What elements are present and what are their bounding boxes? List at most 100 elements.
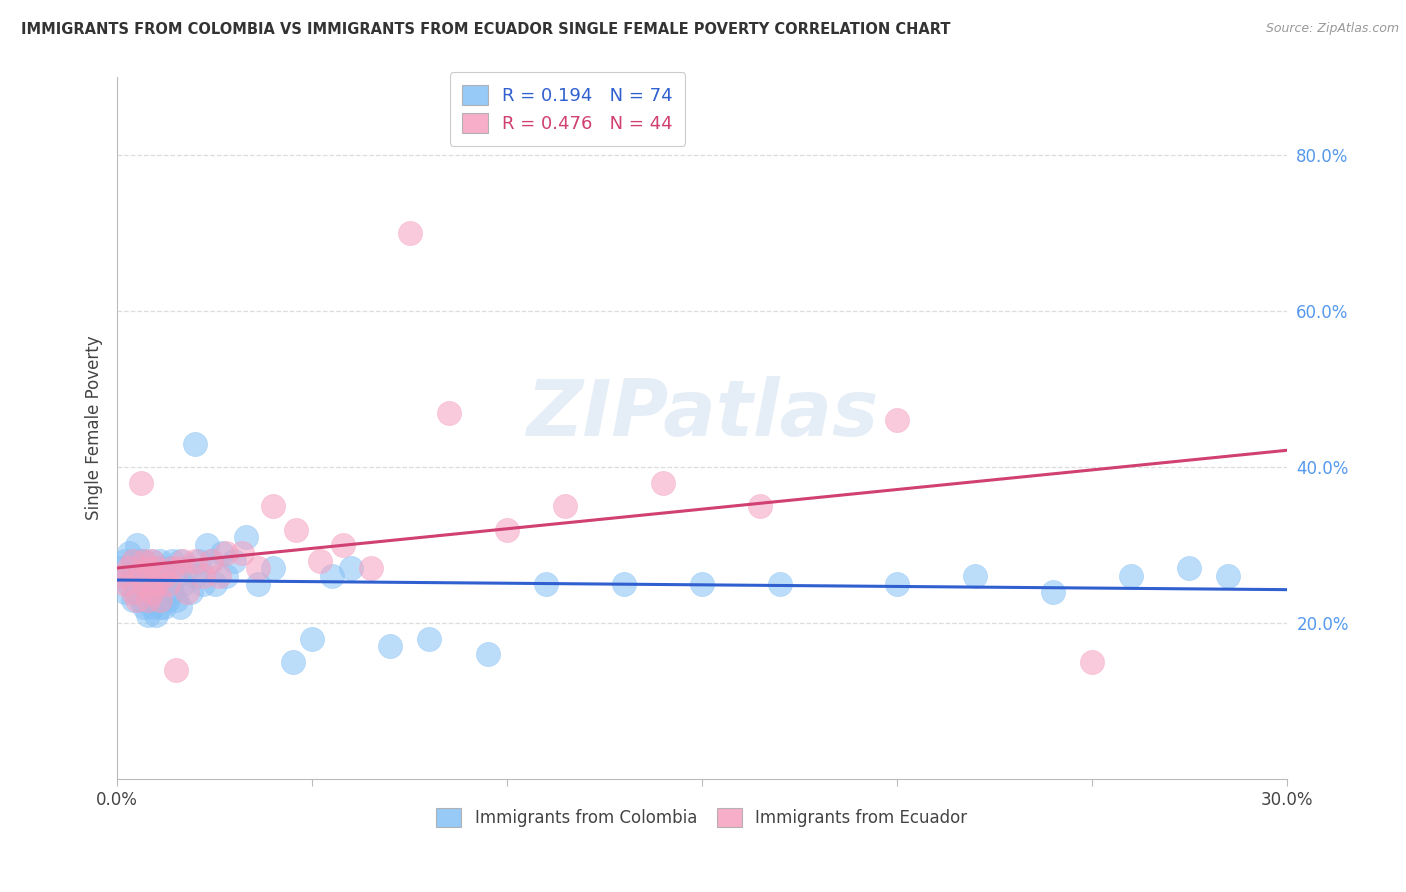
Point bbox=[138, 585, 160, 599]
Point bbox=[125, 577, 148, 591]
Point bbox=[134, 554, 156, 568]
Point bbox=[215, 546, 238, 560]
Point bbox=[134, 577, 156, 591]
Point bbox=[129, 569, 152, 583]
Point bbox=[141, 577, 163, 591]
Point bbox=[360, 561, 382, 575]
Point bbox=[963, 569, 986, 583]
Point bbox=[149, 592, 172, 607]
Text: IMMIGRANTS FROM COLOMBIA VS IMMIGRANTS FROM ECUADOR SINGLE FEMALE POVERTY CORREL: IMMIGRANTS FROM COLOMBIA VS IMMIGRANTS F… bbox=[21, 22, 950, 37]
Point bbox=[340, 561, 363, 575]
Point bbox=[246, 561, 269, 575]
Point bbox=[301, 632, 323, 646]
Point bbox=[651, 475, 673, 490]
Point bbox=[195, 538, 218, 552]
Point bbox=[165, 592, 187, 607]
Point bbox=[121, 592, 143, 607]
Point bbox=[114, 585, 136, 599]
Point bbox=[215, 569, 238, 583]
Point bbox=[246, 577, 269, 591]
Point bbox=[141, 554, 163, 568]
Point bbox=[281, 655, 304, 669]
Point bbox=[886, 577, 908, 591]
Legend: Immigrants from Colombia, Immigrants from Ecuador: Immigrants from Colombia, Immigrants fro… bbox=[430, 802, 974, 834]
Point bbox=[211, 546, 233, 560]
Point bbox=[1119, 569, 1142, 583]
Point bbox=[145, 585, 167, 599]
Point bbox=[207, 569, 229, 583]
Point bbox=[172, 577, 194, 591]
Text: ZIPatlas: ZIPatlas bbox=[526, 376, 877, 452]
Point bbox=[160, 554, 183, 568]
Point bbox=[224, 554, 246, 568]
Y-axis label: Single Female Poverty: Single Female Poverty bbox=[86, 336, 103, 521]
Point bbox=[121, 554, 143, 568]
Point bbox=[149, 577, 172, 591]
Point bbox=[176, 561, 198, 575]
Point bbox=[121, 554, 143, 568]
Text: Source: ZipAtlas.com: Source: ZipAtlas.com bbox=[1265, 22, 1399, 36]
Point bbox=[437, 406, 460, 420]
Point bbox=[309, 554, 332, 568]
Point bbox=[200, 554, 222, 568]
Point bbox=[534, 577, 557, 591]
Point bbox=[172, 554, 194, 568]
Point bbox=[141, 600, 163, 615]
Point bbox=[332, 538, 354, 552]
Point bbox=[1080, 655, 1102, 669]
Point bbox=[129, 592, 152, 607]
Point bbox=[125, 561, 148, 575]
Point bbox=[191, 577, 214, 591]
Point bbox=[235, 530, 257, 544]
Point bbox=[129, 569, 152, 583]
Point bbox=[886, 413, 908, 427]
Point bbox=[129, 554, 152, 568]
Point bbox=[169, 554, 191, 568]
Point bbox=[160, 561, 183, 575]
Point bbox=[110, 561, 132, 575]
Point bbox=[262, 561, 284, 575]
Point bbox=[114, 577, 136, 591]
Point bbox=[134, 554, 156, 568]
Point bbox=[165, 663, 187, 677]
Point bbox=[125, 592, 148, 607]
Point bbox=[418, 632, 440, 646]
Point bbox=[378, 640, 401, 654]
Point bbox=[180, 585, 202, 599]
Point bbox=[134, 577, 156, 591]
Point bbox=[145, 561, 167, 575]
Point bbox=[149, 600, 172, 615]
Point bbox=[613, 577, 636, 591]
Point bbox=[156, 561, 179, 575]
Point bbox=[118, 561, 141, 575]
Point bbox=[169, 561, 191, 575]
Point bbox=[129, 475, 152, 490]
Point bbox=[110, 569, 132, 583]
Point bbox=[153, 569, 176, 583]
Point bbox=[118, 546, 141, 560]
Point bbox=[285, 523, 308, 537]
Point bbox=[156, 577, 179, 591]
Point bbox=[769, 577, 792, 591]
Point bbox=[477, 647, 499, 661]
Point bbox=[188, 554, 211, 568]
Point bbox=[184, 436, 207, 450]
Point bbox=[321, 569, 343, 583]
Point bbox=[145, 608, 167, 623]
Point bbox=[160, 585, 183, 599]
Point bbox=[1178, 561, 1201, 575]
Point bbox=[118, 569, 141, 583]
Point bbox=[138, 592, 160, 607]
Point bbox=[184, 554, 207, 568]
Point bbox=[138, 608, 160, 623]
Point bbox=[156, 592, 179, 607]
Point bbox=[690, 577, 713, 591]
Point bbox=[554, 499, 576, 513]
Point bbox=[191, 569, 214, 583]
Point bbox=[496, 523, 519, 537]
Point bbox=[231, 546, 253, 560]
Point bbox=[169, 600, 191, 615]
Point bbox=[398, 227, 420, 241]
Point bbox=[149, 554, 172, 568]
Point bbox=[145, 561, 167, 575]
